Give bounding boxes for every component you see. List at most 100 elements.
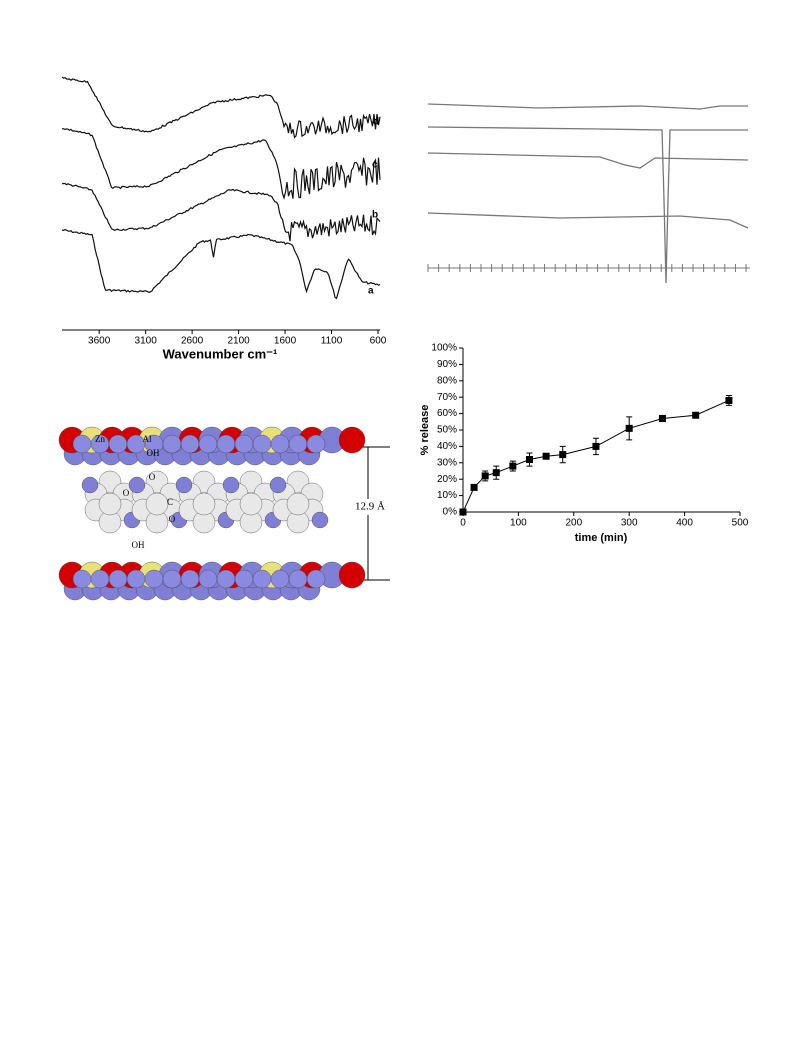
data-point <box>625 424 633 432</box>
atom-label: Al <box>143 434 152 444</box>
atom <box>216 434 236 454</box>
atom <box>338 426 366 454</box>
x-tick-label: 400 <box>676 518 693 529</box>
atom <box>145 492 169 516</box>
y-tick-label: 50% <box>437 425 457 436</box>
atom <box>90 569 110 589</box>
atom <box>128 476 146 494</box>
y-tick-label: 100% <box>431 343 457 354</box>
dsc-curve <box>427 212 749 229</box>
atom <box>286 492 310 516</box>
dsc-panel <box>427 103 750 284</box>
y-tick-label: 0% <box>443 507 458 518</box>
y-tick-label: 60% <box>437 408 457 419</box>
x-tick-label: 2600 <box>181 336 204 347</box>
atom-label: C <box>167 497 173 507</box>
spectrum <box>61 128 381 200</box>
curve-label: b <box>372 210 378 221</box>
spectrum <box>61 182 381 242</box>
y-tick-label: 20% <box>437 474 457 485</box>
atom <box>126 569 146 589</box>
atom <box>72 434 92 454</box>
x-tick-label: 600 <box>370 336 387 347</box>
atom <box>288 569 308 589</box>
release-line <box>462 400 730 513</box>
x-tick-label: 1600 <box>274 336 297 347</box>
atom <box>306 434 326 454</box>
atom <box>311 511 329 529</box>
y-tick-label: 70% <box>437 392 457 403</box>
curve-label: a <box>368 286 374 297</box>
x-tick-label: 3100 <box>135 336 158 347</box>
y-tick-label: 90% <box>437 359 457 370</box>
atom <box>180 434 200 454</box>
data-point <box>692 411 700 419</box>
data-point <box>559 451 567 459</box>
spacing-label: 12.9 Å <box>355 501 385 513</box>
atom <box>98 492 122 516</box>
atom <box>270 569 290 589</box>
dsc-curve <box>427 126 748 284</box>
dsc-curve <box>427 152 749 169</box>
atom <box>306 569 326 589</box>
atom <box>198 569 218 589</box>
data-point <box>459 508 467 516</box>
data-point <box>592 442 600 450</box>
x-tick-label: 200 <box>565 518 582 529</box>
atom-label: O <box>123 488 130 498</box>
atom <box>192 492 216 516</box>
data-point <box>725 396 733 404</box>
data-point <box>492 469 500 477</box>
atom <box>222 476 240 494</box>
atom <box>288 434 308 454</box>
atom-label: O <box>149 472 156 482</box>
label-bg <box>350 499 390 515</box>
y-tick-label: 30% <box>437 457 457 468</box>
atom <box>162 569 182 589</box>
y-tick-label: 10% <box>437 490 457 501</box>
x-tick-label: 500 <box>732 518 749 529</box>
atom <box>216 569 236 589</box>
atom <box>252 569 272 589</box>
atom <box>81 476 99 494</box>
x-tick-label: 100 <box>510 518 527 529</box>
atom-label: OH <box>132 540 145 550</box>
dsc-curve <box>427 103 748 110</box>
data-point <box>481 472 489 480</box>
data-point <box>509 462 517 470</box>
atom <box>270 434 290 454</box>
y-axis-title: % release <box>419 405 431 456</box>
atom <box>108 569 128 589</box>
x-tick-label: 1100 <box>321 336 343 347</box>
spectrum <box>61 229 381 300</box>
ftir-xlabel: Wavenumber cm⁻¹ <box>163 346 278 361</box>
atom <box>162 434 182 454</box>
data-point <box>525 456 533 464</box>
atom <box>269 476 287 494</box>
data-point <box>470 483 478 491</box>
atom-label: OH <box>147 448 160 458</box>
release-chart: % release time (min) 0% 10% 20% 30% 40% 50% 60… <box>419 343 749 544</box>
x-tick-label: 0 <box>460 518 466 529</box>
atom <box>338 561 366 589</box>
curve-label: d <box>373 117 379 128</box>
x-tick-label: 3600 <box>88 336 111 347</box>
curve-label: c <box>372 160 378 171</box>
spectrum <box>61 76 381 139</box>
atom <box>239 492 263 516</box>
atom <box>198 434 218 454</box>
atom <box>175 476 193 494</box>
data-point <box>658 415 666 423</box>
atom <box>252 434 272 454</box>
x-axis-title: time (min) <box>575 532 628 544</box>
atom-label: O <box>169 514 176 524</box>
atom <box>234 434 254 454</box>
x-tick-label: 300 <box>621 518 638 529</box>
x-tick-label: 2100 <box>227 336 250 347</box>
atom <box>180 569 200 589</box>
data-point <box>542 452 550 460</box>
y-tick-label: 80% <box>437 375 457 386</box>
atom-label: Zn <box>95 434 105 444</box>
